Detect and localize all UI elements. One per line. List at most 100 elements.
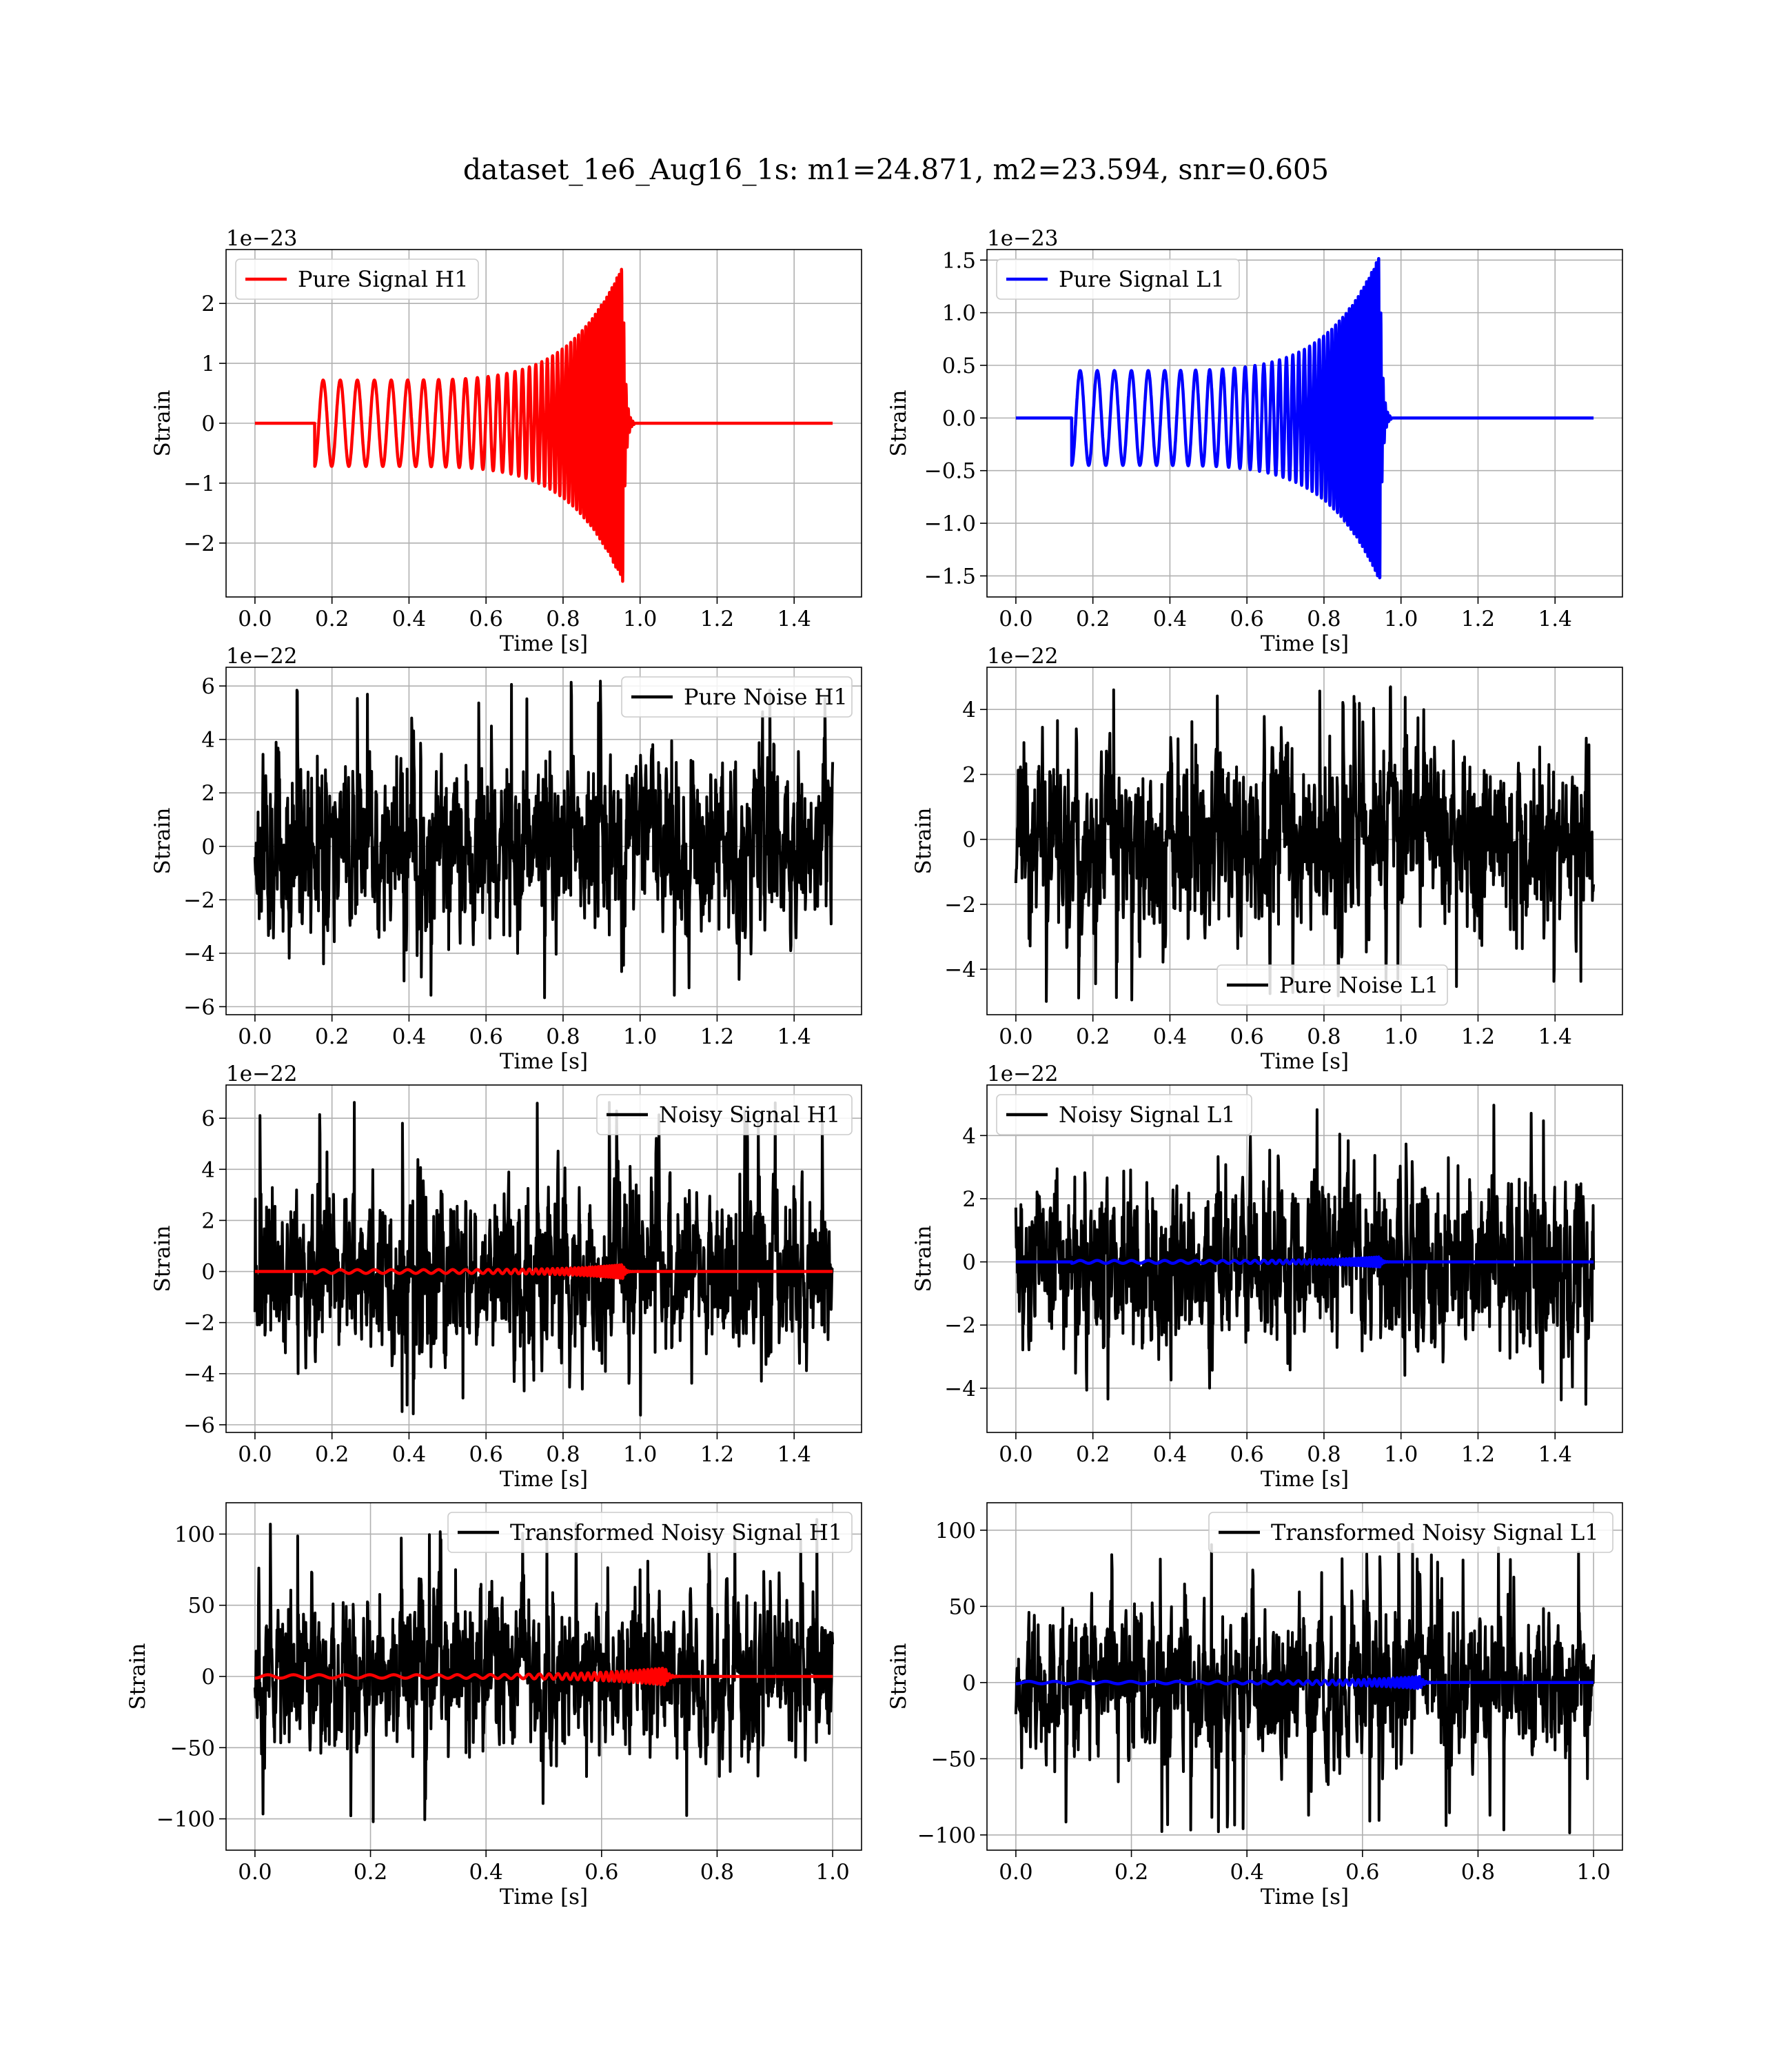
x-tick-label: 0.6 xyxy=(1230,1442,1264,1467)
x-tick-label: 1.0 xyxy=(815,1860,849,1885)
series-pure-signal-l1 xyxy=(1014,1255,1596,1269)
x-tick-label: 0.8 xyxy=(1461,1860,1495,1885)
x-tick-label: 0.8 xyxy=(546,1442,580,1467)
y-tick-label: 1 xyxy=(201,352,215,376)
figure-title: dataset_1e6_Aug16_1s: m1=24.871, m2=23.5… xyxy=(462,153,1330,186)
series-pure-signal-h1 xyxy=(253,267,835,583)
y-tick-label: 100 xyxy=(174,1522,215,1547)
legend-box xyxy=(996,1094,1252,1135)
x-tick-label: 0.0 xyxy=(999,1024,1032,1049)
x-tick-label: 0.0 xyxy=(238,1442,272,1467)
y-tick-label: 2 xyxy=(201,1208,215,1233)
series-noisy-signal-l1 xyxy=(1014,1104,1596,1406)
subplot-noisy-signal-l1: 0.0 0.2 0.4 0.6 0.8 1.0 1.2 1.4 −4 −2 0 2 4 Time [s] S… xyxy=(911,1062,1623,1492)
x-axis-label: Time [s] xyxy=(1261,1885,1349,1909)
legend-label: Pure Noise L1 xyxy=(1279,972,1438,998)
x-tick-label: 0.0 xyxy=(238,1860,272,1885)
legend-box xyxy=(447,1512,853,1553)
y-tick-label: 0 xyxy=(962,828,976,853)
y-axis-label: Strain xyxy=(125,1643,150,1710)
legend-box xyxy=(996,258,1240,300)
x-tick-label: 1.0 xyxy=(1384,1442,1418,1467)
x-axis-label: Time [s] xyxy=(1261,1049,1349,1074)
x-tick-label: 0.2 xyxy=(1076,607,1110,631)
x-tick-label: 0.2 xyxy=(1076,1024,1110,1049)
y-axis-label: Strain xyxy=(150,1226,175,1292)
plot-area xyxy=(253,1101,835,1417)
y-offset-text: 1e−22 xyxy=(226,1062,298,1086)
x-axis-label: Time [s] xyxy=(500,1467,588,1492)
x-tick-label: 0.6 xyxy=(469,1442,503,1467)
x-tick-label: 0.4 xyxy=(1153,1024,1187,1049)
y-tick-label: 6 xyxy=(201,1106,215,1131)
y-axis-label: Strain xyxy=(886,1643,911,1710)
plot-area xyxy=(1014,256,1596,580)
series-transformed-pure-signal-h1 xyxy=(253,1666,835,1687)
plot-area xyxy=(253,267,835,583)
x-tick-label: 0.4 xyxy=(1153,1442,1187,1467)
y-tick-label: 0 xyxy=(962,1250,976,1275)
y-offset-text: 1e−22 xyxy=(987,1062,1059,1086)
y-tick-label: −50 xyxy=(931,1747,976,1772)
y-tick-label: −6 xyxy=(183,995,215,1020)
y-tick-label: −0.5 xyxy=(924,459,976,484)
series-transformed-noisy-signal-h1 xyxy=(253,1518,835,1823)
subplot-pure-noise-l1: 0.0 0.2 0.4 0.6 0.8 1.0 1.2 1.4 −4 −2 0 2 4 Time [s] S… xyxy=(911,644,1623,1074)
subplot-pure-signal-h1: 0.0 0.2 0.4 0.6 0.8 1.0 1.2 1.4 −2 −1 0 1 2 Time [s] S… xyxy=(150,226,862,656)
x-tick-label: 0.4 xyxy=(469,1860,503,1885)
x-tick-label: 1.0 xyxy=(623,607,657,631)
legend-label: Noisy Signal L1 xyxy=(1059,1102,1236,1128)
x-tick-label: 1.2 xyxy=(700,1442,734,1467)
x-tick-label: 0.2 xyxy=(315,1442,349,1467)
x-tick-label: 0.4 xyxy=(1230,1860,1264,1885)
x-tick-label: 0.0 xyxy=(238,1024,272,1049)
legend: Transformed Noisy Signal H1 xyxy=(447,1512,853,1553)
series-pure-noise-l1 xyxy=(1014,685,1596,1003)
y-tick-label: −4 xyxy=(183,942,215,966)
series-pure-signal-l1 xyxy=(1014,256,1596,580)
y-axis-label: Strain xyxy=(911,808,936,875)
legend-label: Transformed Noisy Signal L1 xyxy=(1271,1519,1599,1545)
x-tick-label: 0.6 xyxy=(1345,1860,1379,1885)
y-tick-label: −1 xyxy=(183,472,215,496)
x-tick-label: 0.8 xyxy=(700,1860,734,1885)
x-tick-label: 0.2 xyxy=(1076,1442,1110,1467)
x-axis-label: Time [s] xyxy=(500,1885,588,1909)
y-axis-label: Strain xyxy=(150,808,175,875)
x-tick-label: 1.0 xyxy=(623,1024,657,1049)
y-axis-label: Strain xyxy=(150,390,175,457)
legend: Pure Noise L1 xyxy=(1216,964,1448,1006)
x-axis-label: Time [s] xyxy=(500,631,588,656)
series-pure-signal-h1 xyxy=(253,1263,835,1280)
plot-area xyxy=(253,680,835,1000)
legend: Pure Signal H1 xyxy=(235,258,479,300)
x-tick-label: 1.2 xyxy=(1461,607,1495,631)
x-tick-label: 0.8 xyxy=(546,1024,580,1049)
y-tick-label: −2 xyxy=(944,893,976,918)
y-tick-label: −6 xyxy=(183,1413,215,1438)
subplot-pure-noise-h1: 0.0 0.2 0.4 0.6 0.8 1.0 1.2 1.4 −6 −4 −2 0 2 4 6 Time [… xyxy=(150,644,862,1074)
x-tick-label: 1.2 xyxy=(700,1024,734,1049)
axes-frame xyxy=(986,1502,1623,1851)
y-tick-label: 4 xyxy=(962,1124,976,1148)
legend-box xyxy=(621,676,853,718)
y-tick-label: 1.5 xyxy=(942,248,976,273)
x-axis-label: Time [s] xyxy=(1261,631,1349,656)
y-tick-label: −4 xyxy=(944,1377,976,1401)
x-tick-label: 0.0 xyxy=(999,607,1032,631)
x-axis-label: Time [s] xyxy=(500,1049,588,1074)
y-tick-label: 2 xyxy=(962,1187,976,1212)
series-noisy-signal-h1 xyxy=(253,1101,834,1417)
y-axis-label: Strain xyxy=(886,390,911,457)
y-tick-label: 4 xyxy=(201,728,215,753)
subplot-transformed-noisy-signal-h1: 0.0 0.2 0.4 0.6 0.8 1.0 −100 −50 0 50 100 Time [s] S… xyxy=(125,1502,862,1909)
x-tick-label: 0.0 xyxy=(999,1860,1032,1885)
x-tick-label: 1.4 xyxy=(1538,1024,1572,1049)
series-transformed-noisy-signal-l1 xyxy=(1014,1541,1596,1834)
y-offset-text: 1e−22 xyxy=(987,644,1059,669)
axes-frame xyxy=(986,1084,1623,1433)
x-tick-label: 1.2 xyxy=(1461,1024,1495,1049)
legend-box xyxy=(1216,964,1448,1006)
y-tick-label: −1.5 xyxy=(924,564,976,589)
y-tick-label: −50 xyxy=(170,1736,215,1761)
